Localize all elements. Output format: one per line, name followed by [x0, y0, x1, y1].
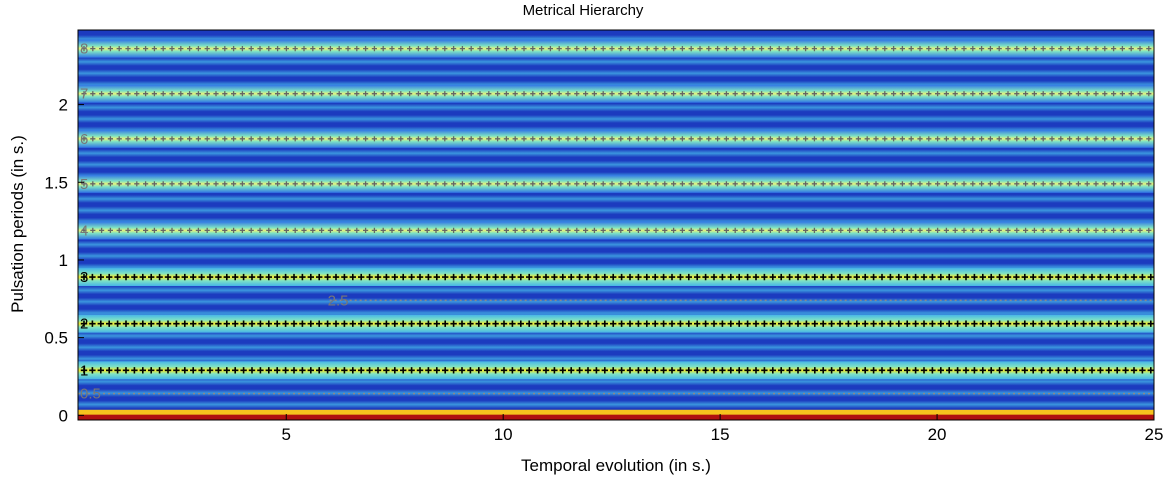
heatmap-band	[78, 221, 1154, 240]
series-level-label: 4	[80, 222, 88, 239]
heatmap-area: 0.5 1 2 2.5 3 4 5 6 7 8	[78, 30, 1154, 420]
heatmap-band	[78, 297, 1154, 306]
series-level-label: 0.5	[80, 386, 101, 403]
heatmap-band	[78, 240, 1154, 249]
chart-title: Metrical Hierarchy	[522, 2, 644, 19]
heatmap-band	[78, 414, 1154, 420]
heatmap-band	[78, 149, 1154, 158]
y-axis-label: Pulsation periods (in s.)	[8, 135, 27, 313]
heatmap-band	[78, 69, 1154, 78]
y-tick-label: 0	[59, 406, 68, 425]
y-tick-label: 2	[59, 96, 68, 115]
x-axis-label: Temporal evolution (in s.)	[521, 456, 711, 475]
y-tick-label: 1.5	[44, 173, 68, 192]
series-line	[81, 136, 1152, 142]
series-level-label: 2.5	[328, 292, 349, 309]
series-line	[81, 46, 1152, 52]
heatmap-band	[78, 389, 1154, 398]
series-line	[81, 181, 1152, 187]
series-level-label: 3	[80, 269, 88, 286]
heatmap-band	[78, 80, 1154, 89]
series-level-label: 8	[80, 41, 88, 58]
x-tick-label: 15	[711, 425, 730, 444]
heatmap-band	[78, 206, 1154, 215]
heatmap-band	[78, 103, 1154, 112]
heatmap-band	[78, 354, 1154, 363]
series-line	[81, 91, 1152, 97]
x-tick-label: 20	[928, 425, 947, 444]
heatmap-band	[78, 251, 1154, 260]
heatmap-band	[78, 343, 1154, 352]
heatmap-band	[78, 409, 1154, 418]
series-level-label: 6	[80, 131, 88, 148]
heatmap-band	[78, 286, 1154, 295]
x-tick-label: 10	[494, 425, 513, 444]
heatmap-band	[78, 160, 1154, 169]
heatmap-band	[78, 331, 1154, 340]
series-line	[80, 273, 1154, 281]
series-level-label: 1	[80, 362, 88, 379]
series-line	[80, 367, 1154, 374]
heatmap-band	[78, 129, 1154, 148]
heatmap-band	[78, 39, 1154, 58]
plot-frame	[77, 29, 1155, 421]
heatmap-band	[78, 174, 1154, 193]
series-line	[81, 227, 1152, 233]
x-tick-label: 25	[1145, 425, 1164, 444]
y-tick-label: 0.5	[44, 329, 68, 348]
x-tick-label: 5	[282, 425, 291, 444]
heatmap-band	[78, 377, 1154, 386]
heatmap-band	[78, 263, 1154, 272]
heatmap-band	[78, 35, 1154, 44]
heatmap-band	[78, 57, 1154, 66]
series-level-label: 7	[80, 86, 88, 103]
series-level-label: 2	[80, 316, 88, 333]
heatmap-band	[78, 114, 1154, 123]
series-line	[80, 320, 1154, 327]
heatmap-band	[78, 400, 1154, 409]
heatmap-band	[78, 194, 1154, 203]
heatmap-band	[78, 309, 1154, 318]
heatmap-band	[78, 84, 1154, 103]
series-level-label: 5	[80, 176, 88, 193]
y-tick-label: 1	[59, 251, 68, 270]
